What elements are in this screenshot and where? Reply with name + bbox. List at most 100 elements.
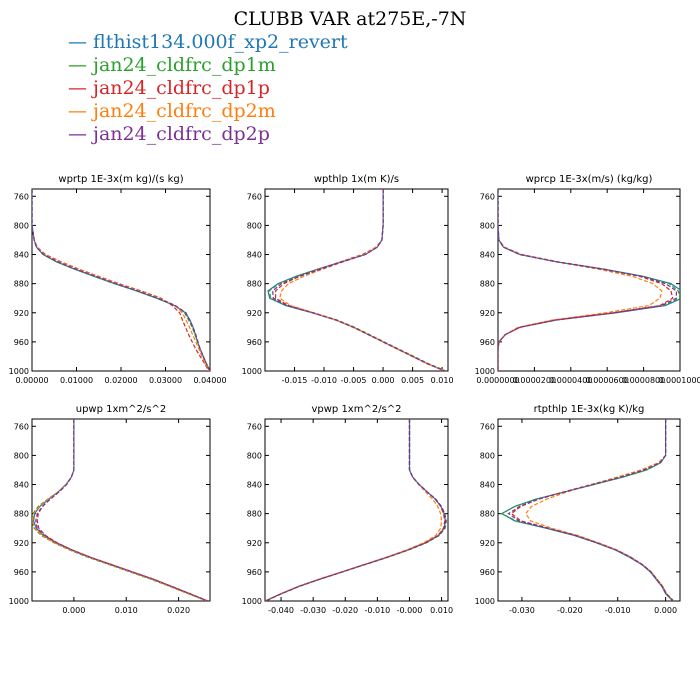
chart-1-title: wpthlp 1x(m K)/s (314, 174, 399, 185)
chart-4-ytick-label: 920 (247, 539, 262, 548)
chart-3-frame (31, 418, 211, 602)
chart-5: rtpthlp 1E-3x(kg K)/kg 760 800 840 880 920 960… (475, 404, 681, 615)
legend-label-4: jan24_cldfrc_dp2p (93, 123, 270, 145)
chart-5-xtick-label: -0.010 (605, 606, 631, 615)
chart-2-ytick-label: 960 (480, 338, 495, 347)
chart-0: wprtp 1E-3x(m kg)/(s kg) 760 800 840 880 920 9… (9, 174, 227, 385)
chart-0-title: wprtp 1E-3x(m kg)/(s kg) (58, 174, 183, 185)
chart-2-ytick-label: 760 (480, 192, 495, 201)
chart-3-ytick-label: 800 (14, 451, 29, 460)
chart-3-ytick-label: 760 (14, 422, 29, 431)
chart-0-ytick-label: 760 (14, 192, 29, 201)
chart-1-series-0 (267, 189, 446, 371)
chart-2-ytick-label: 920 (480, 309, 495, 318)
chart-2-xtick-label: 0.0000200 (513, 376, 556, 385)
chart-3-title: upwp 1xm^2/s^2 (76, 404, 166, 415)
chart-2-series-0 (498, 189, 680, 371)
chart-0-series-3 (32, 189, 210, 371)
chart-5-ytick-label: 840 (480, 481, 495, 490)
chart-5-xtick-label: -0.020 (557, 606, 583, 615)
legend-item-4: — jan24_cldfrc_dp2p (68, 123, 348, 146)
legend-label-1: jan24_cldfrc_dp1m (93, 54, 276, 76)
chart-4-ytick-label: 880 (247, 510, 262, 519)
chart-4-title: vpwp 1xm^2/s^2 (311, 404, 401, 415)
chart-2-xtick-label: 0.0000000 (476, 376, 519, 385)
chart-1: wpthlp 1x(m K)/s 760 800 840 880 920 960 1000 -0… (242, 174, 454, 385)
chart-2-series-3 (498, 189, 663, 371)
chart-1-series-4 (272, 189, 446, 371)
legend-item-2: — jan24_cldfrc_dp1p (68, 77, 348, 100)
chart-4-series-3 (265, 419, 443, 601)
chart-1-ytick-label: 760 (247, 192, 262, 201)
chart-2-xtick-label: 0.0000600 (586, 376, 629, 385)
chart-1-xtick-label: -0.010 (311, 376, 337, 385)
legend-label-0: flthist134.000f_xp2_revert (93, 31, 348, 53)
chart-5-title: rtpthlp 1E-3x(kg K)/kg (534, 404, 645, 415)
chart-2-ytick-label: 1000 (475, 367, 495, 376)
legend-swatch-0: — (68, 31, 94, 53)
chart-4-ytick-label: 760 (247, 422, 262, 431)
chart-1-frame (264, 188, 449, 372)
chart-0-series-0 (32, 189, 210, 371)
legend-swatch-3: — (68, 100, 94, 122)
chart-2-frame (497, 188, 681, 372)
chart-3-series-2 (35, 419, 209, 601)
chart-3-xtick-label: 0.010 (115, 606, 138, 615)
chart-4-ytick-label: 960 (247, 568, 262, 577)
legend-label-2: jan24_cldfrc_dp1p (93, 77, 270, 99)
chart-5-ytick-label: 880 (480, 510, 495, 519)
legend-label-3: jan24_cldfrc_dp2m (93, 100, 276, 122)
chart-1-ytick-label: 960 (247, 338, 262, 347)
chart-4-xtick-label: 0.010 (430, 606, 453, 615)
chart-3: upwp 1xm^2/s^2 760 800 840 880 920 960 1000 0.00… (9, 404, 211, 615)
chart-1-ytick-label: 880 (247, 280, 262, 289)
chart-5-series-4 (507, 419, 674, 601)
chart-5-xtick-label: 0.000 (654, 606, 677, 615)
chart-5-series-0 (500, 419, 674, 601)
chart-1-xtick-label: -0.005 (341, 376, 367, 385)
chart-3-ytick-label: 840 (14, 481, 29, 490)
chart-0-ytick-label: 1000 (9, 367, 29, 376)
chart-4-series-4 (265, 419, 447, 601)
chart-2-ytick-label: 800 (480, 221, 495, 230)
chart-0-frame (31, 188, 211, 372)
chart-0-xtick-label: 0.00000 (15, 376, 48, 385)
chart-2-ytick-label: 880 (480, 280, 495, 289)
chart-0-xtick-label: 0.04000 (193, 376, 226, 385)
chart-3-ytick-label: 960 (14, 568, 29, 577)
chart-4-ytick-label: 800 (247, 451, 262, 460)
chart-5-ytick-label: 960 (480, 568, 495, 577)
chart-5-series-2 (510, 419, 674, 601)
chart-5-series-3 (525, 419, 674, 601)
chart-4-series-1 (265, 419, 448, 601)
chart-0-ytick-label: 920 (14, 309, 29, 318)
chart-5-xtick-label: -0.030 (509, 606, 535, 615)
chart-1-ytick-label: 1000 (242, 367, 262, 376)
chart-1-series-2 (275, 189, 446, 371)
chart-2-xtick-label: 0.0001000 (658, 376, 700, 385)
chart-0-series-2 (32, 189, 210, 371)
chart-2-xtick-label: 0.0000400 (549, 376, 592, 385)
chart-3-xtick-label: 0.000 (62, 606, 85, 615)
figure-title: CLUBB VAR at275E,-7N (233, 8, 467, 30)
chart-1-series-3 (279, 189, 446, 371)
chart-4-xtick-label: -0.030 (300, 606, 326, 615)
legend-swatch-2: — (68, 77, 94, 99)
chart-1-xtick-label: 0.005 (401, 376, 424, 385)
chart-4-series-0 (265, 419, 447, 601)
chart-1-ytick-label: 800 (247, 221, 262, 230)
chart-4-xtick-label: -0.000 (397, 606, 423, 615)
chart-3-series-3 (32, 419, 208, 601)
chart-1-ytick-label: 840 (247, 251, 262, 260)
chart-4-ytick-label: 840 (247, 481, 262, 490)
chart-5-ytick-label: 760 (480, 422, 495, 431)
legend-item-0: — flthist134.000f_xp2_revert (68, 31, 348, 54)
chart-0-xtick-label: 0.02000 (104, 376, 137, 385)
chart-0-xtick-label: 0.01000 (60, 376, 93, 385)
chart-0-ytick-label: 960 (14, 338, 29, 347)
legend-item-1: — jan24_cldfrc_dp1m (68, 54, 348, 77)
chart-0-xtick-label: 0.03000 (149, 376, 182, 385)
chart-2-ytick-label: 840 (480, 251, 495, 260)
chart-4-ytick-label: 1000 (242, 597, 262, 606)
